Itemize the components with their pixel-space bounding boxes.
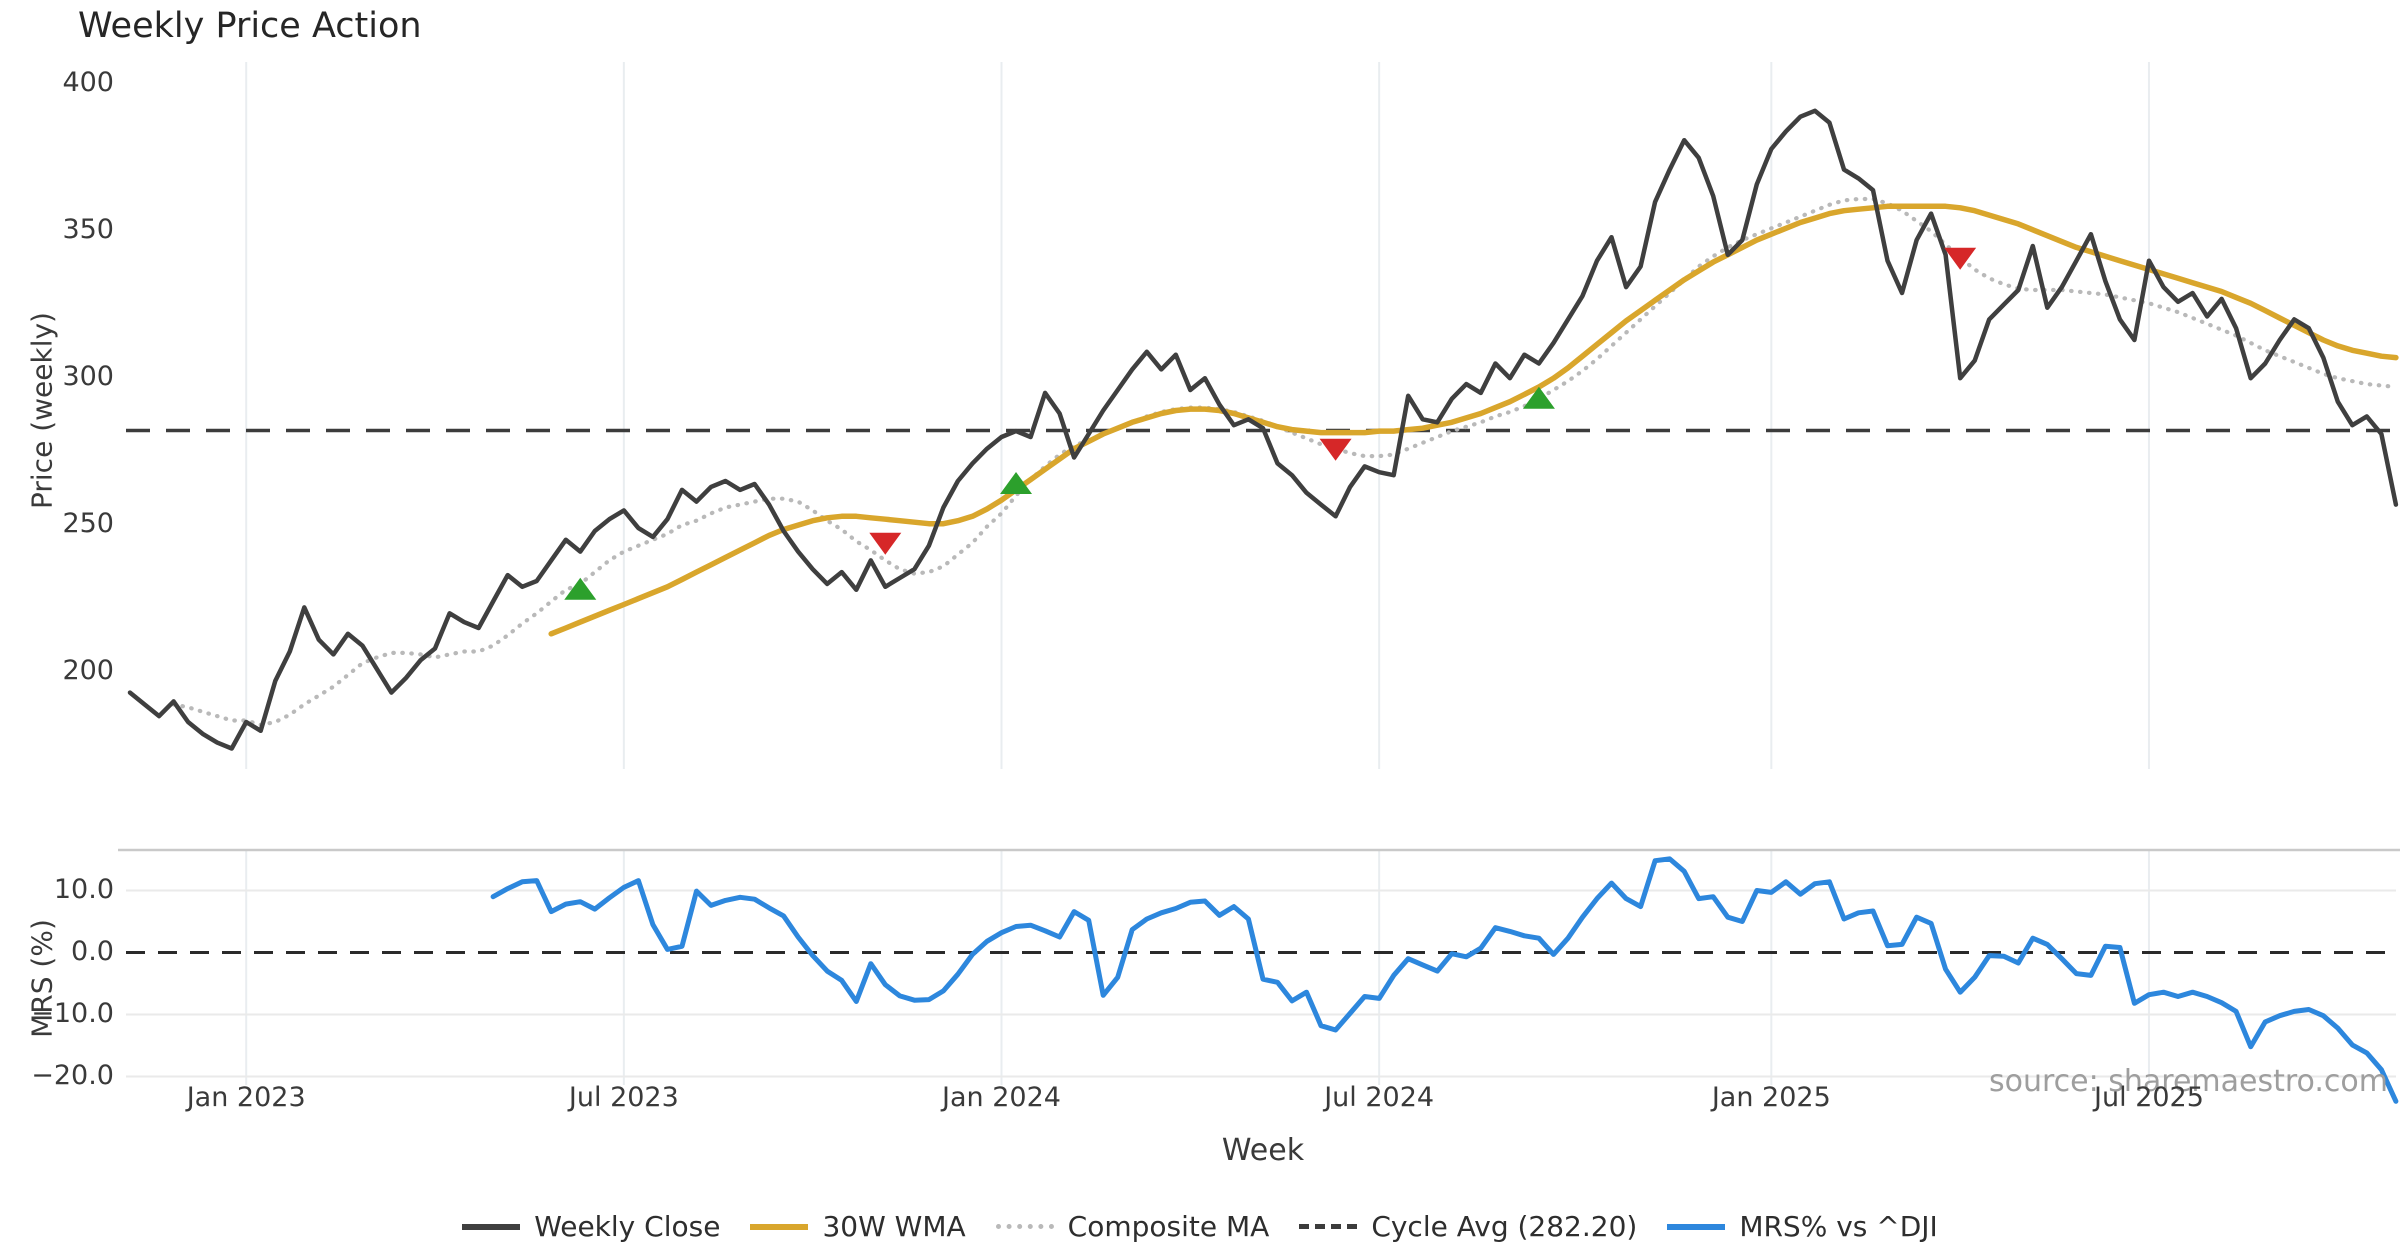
source-note: source: sharemaestro.com	[1989, 1064, 2388, 1099]
legend-item-composite-ma: Composite MA	[995, 1210, 1270, 1243]
sell-signal-marker-2	[1944, 247, 1977, 270]
legend-swatch-icon	[462, 1223, 521, 1230]
wma-30w-line	[548, 203, 2399, 637]
price-ytick-200: 200	[62, 655, 114, 687]
price-ytick-300: 300	[62, 361, 114, 393]
chart-title: Weekly Price Action	[78, 6, 422, 46]
legend-swatch-icon	[1299, 1224, 1358, 1229]
legend-label: 30W WMA	[822, 1210, 966, 1243]
price-ytick-350: 350	[62, 214, 114, 246]
legend: Weekly Close 30W WMA Composite MA Cycle Avg…	[0, 1210, 2400, 1243]
composite-ma-line	[171, 196, 2398, 727]
x-tick-jan-2023: Jan 2023	[186, 1082, 306, 1113]
legend-item-cycle-avg-282-20-: Cycle Avg (282.20)	[1299, 1210, 1637, 1243]
sell-signal-marker-0	[869, 532, 902, 555]
price-axis-label: Price (weekly)	[25, 312, 59, 509]
legend-swatch-icon	[1667, 1223, 1726, 1230]
legend-label: MRS% vs ^DJI	[1739, 1210, 1938, 1243]
legend-label: Cycle Avg (282.20)	[1371, 1210, 1638, 1243]
legend-item-mrs-vs-dji: MRS% vs ^DJI	[1667, 1210, 1938, 1243]
mrs-axis-label: MRS (%)	[25, 919, 59, 1038]
legend-swatch-icon	[995, 1224, 1054, 1229]
sell-signal-marker-1	[1319, 438, 1352, 461]
legend-item-weekly-close: Weekly Close	[462, 1210, 720, 1243]
legend-swatch-icon	[750, 1223, 809, 1230]
x-tick-jul-2023: Jul 2023	[568, 1082, 679, 1113]
weekly-close-line	[127, 108, 2399, 751]
mrs-ytick-0: 10.0	[53, 873, 114, 905]
x-axis-label: Week	[1221, 1133, 1305, 1168]
legend-label: Weekly Close	[534, 1210, 721, 1243]
x-tick-jan-2025: Jan 2025	[1711, 1082, 1831, 1113]
price-ytick-400: 400	[62, 67, 114, 99]
x-tick-jul-2024: Jul 2024	[1324, 1082, 1435, 1113]
mrs-ytick-3: −20.0	[31, 1059, 114, 1091]
mrs-ytick-2: −10.0	[31, 997, 114, 1029]
mrs-line	[490, 856, 2399, 1104]
buy-signal-marker-0	[564, 577, 597, 600]
buy-signal-marker-1	[1000, 471, 1033, 494]
x-tick-jan-2024: Jan 2024	[942, 1082, 1061, 1113]
legend-item-30w-wma: 30W WMA	[750, 1210, 966, 1243]
buy-signal-marker-2	[1522, 386, 1555, 409]
price-ytick-250: 250	[62, 508, 114, 540]
legend-label: Composite MA	[1067, 1210, 1270, 1243]
mrs-ytick-1: 0.0	[71, 935, 114, 967]
x-tick-jul-2025: Jul 2025	[2094, 1082, 2204, 1113]
